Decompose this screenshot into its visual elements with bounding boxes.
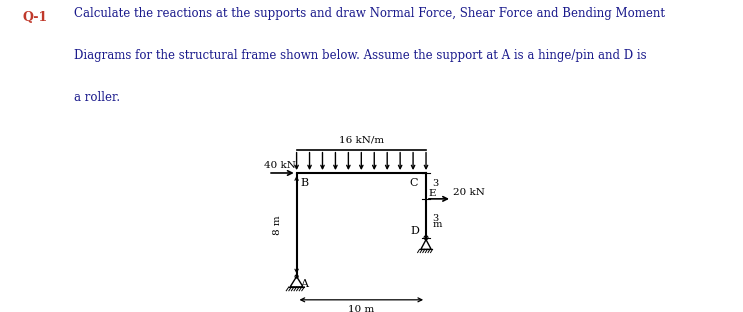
Text: B: B bbox=[300, 178, 308, 188]
Text: Q-1: Q-1 bbox=[22, 11, 48, 24]
Text: m: m bbox=[432, 220, 442, 229]
Text: E: E bbox=[429, 188, 436, 197]
Text: D: D bbox=[411, 227, 420, 236]
Text: C: C bbox=[409, 178, 418, 188]
Text: 10 m: 10 m bbox=[348, 305, 374, 312]
Text: Diagrams for the structural frame shown below. Assume the support at A is a hing: Diagrams for the structural frame shown … bbox=[74, 49, 647, 62]
Text: 20 kN: 20 kN bbox=[453, 188, 485, 197]
Text: 3: 3 bbox=[432, 179, 439, 188]
Text: A: A bbox=[300, 279, 308, 289]
Text: 3: 3 bbox=[432, 214, 439, 223]
Text: a roller.: a roller. bbox=[74, 91, 120, 104]
Text: 40 kN: 40 kN bbox=[265, 161, 296, 170]
Text: 8 m: 8 m bbox=[273, 215, 282, 235]
Text: 16 kN/m: 16 kN/m bbox=[339, 135, 384, 144]
Text: Calculate the reactions at the supports and draw Normal Force, Shear Force and B: Calculate the reactions at the supports … bbox=[74, 7, 665, 20]
